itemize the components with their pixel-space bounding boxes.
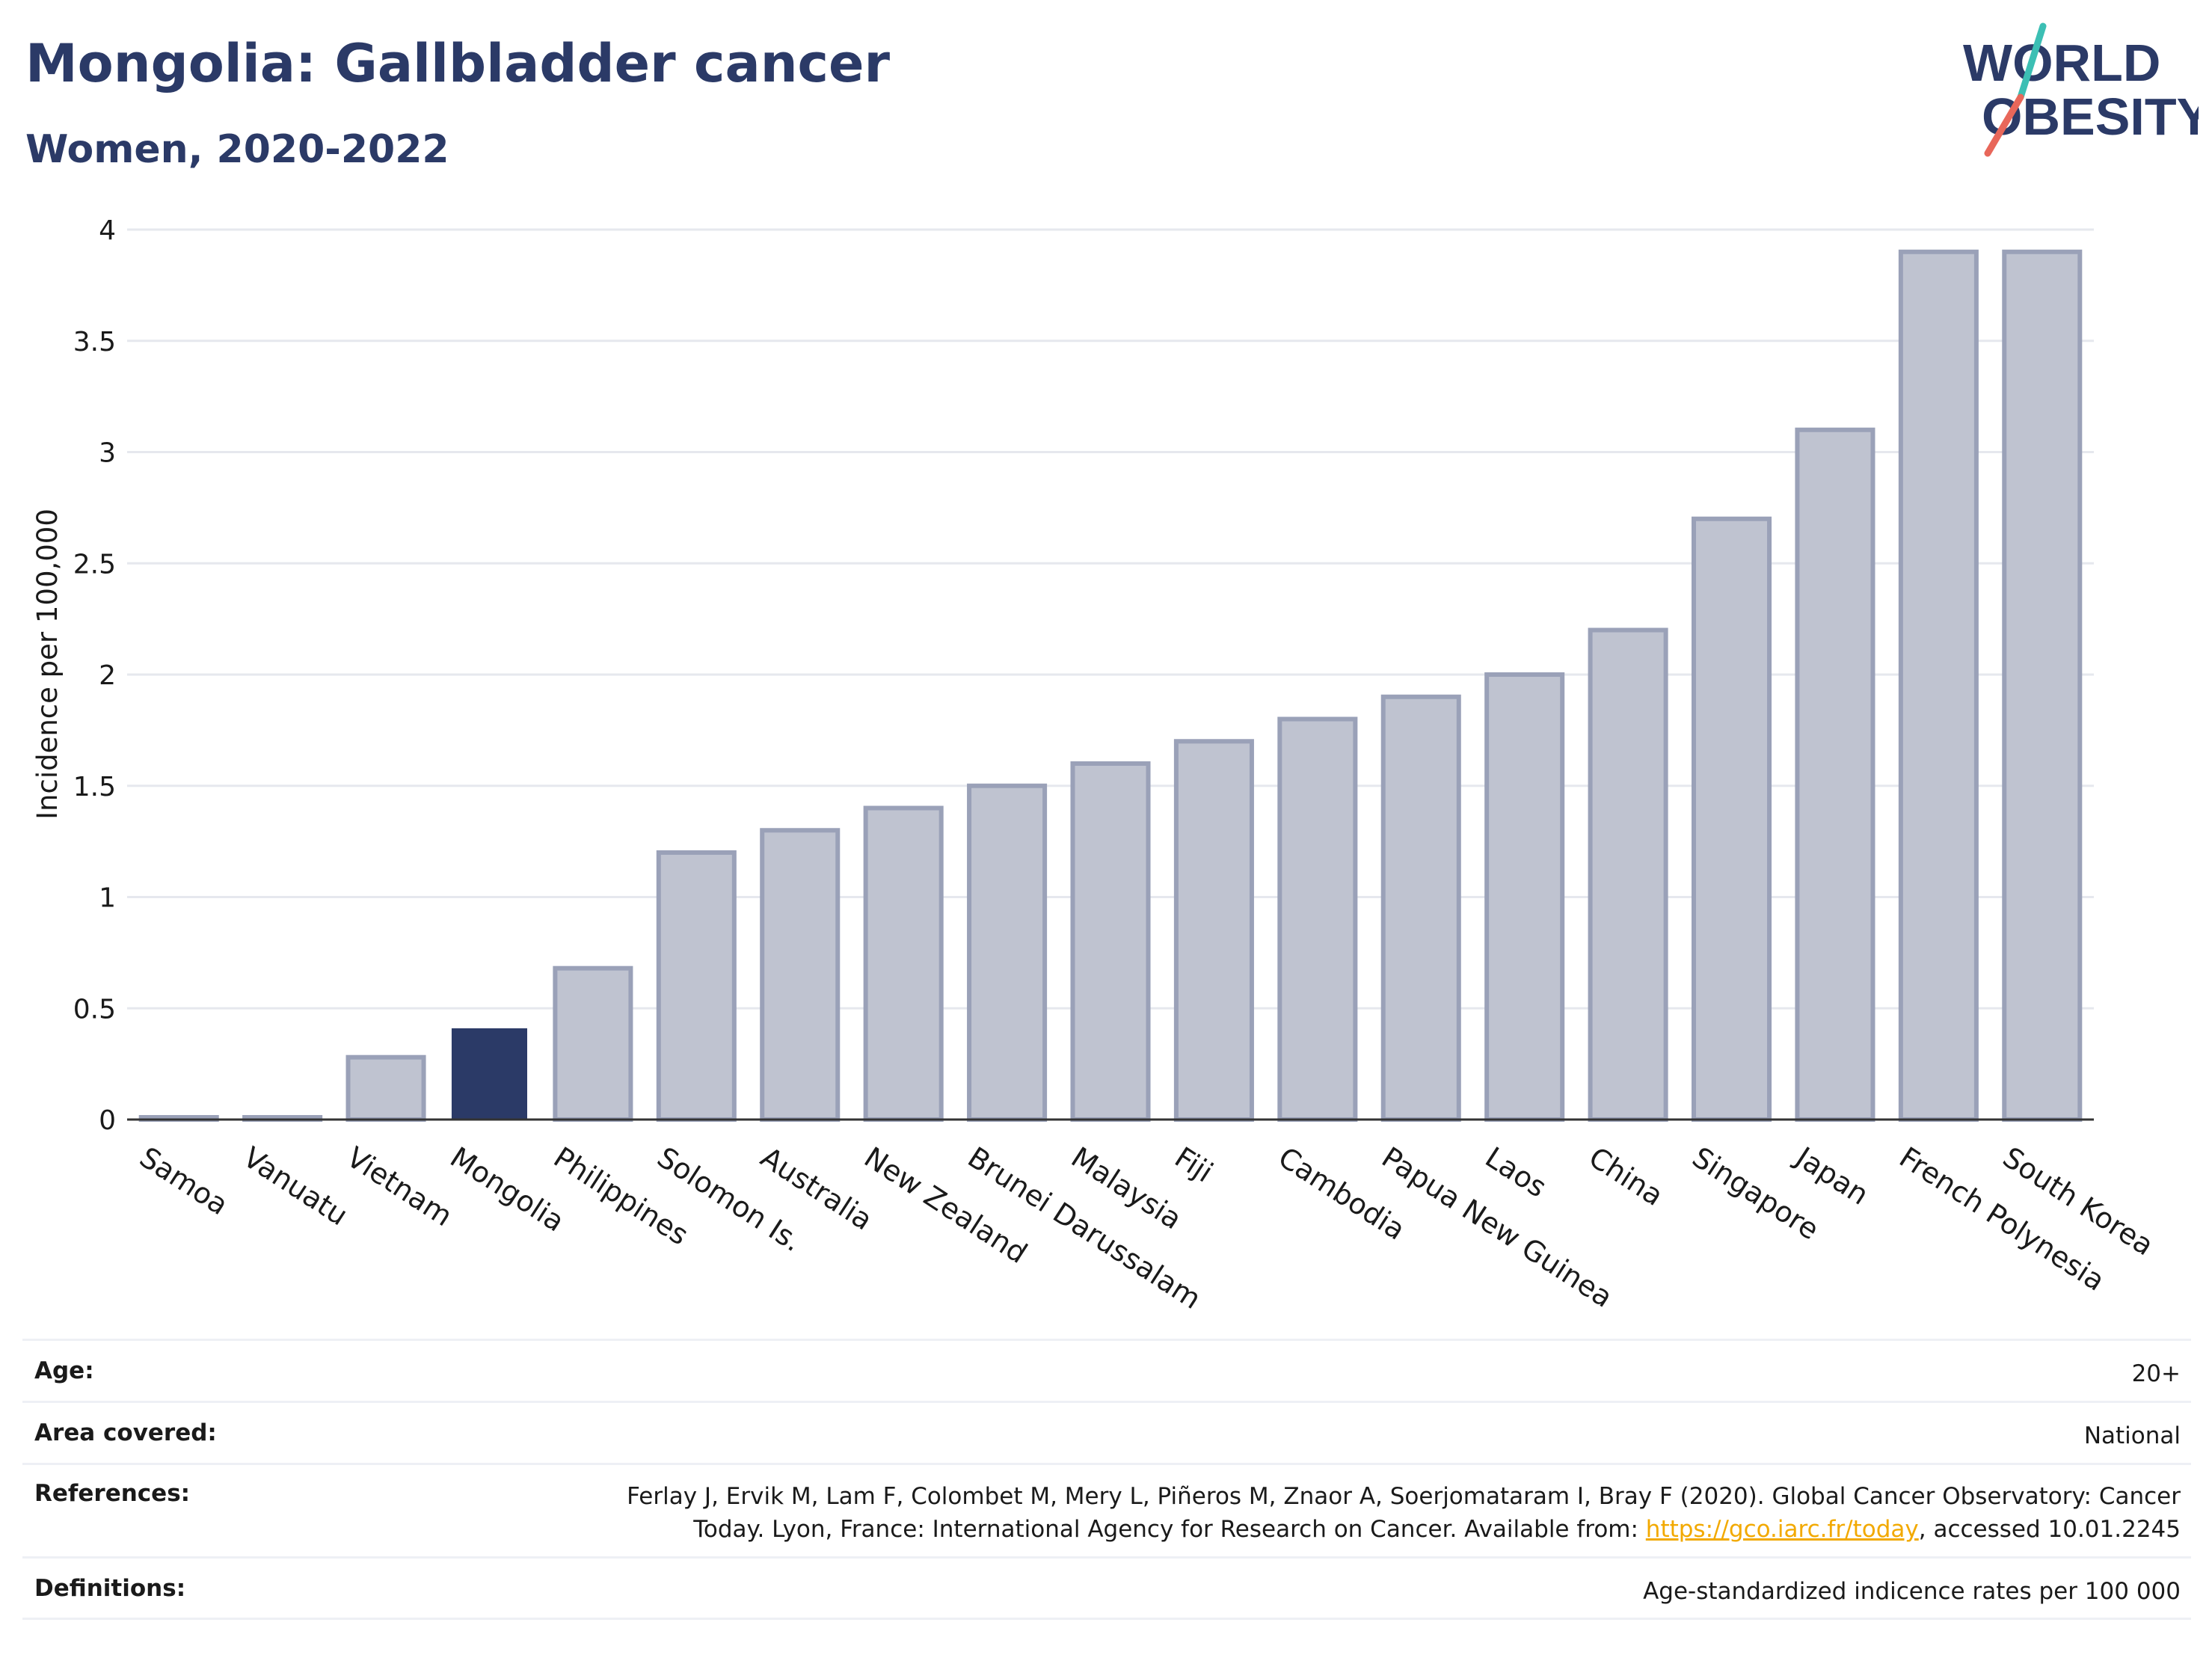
bar-japan — [1795, 427, 1875, 1122]
bar-philippines — [553, 965, 633, 1122]
y-tick-label: 1 — [99, 883, 116, 914]
x-tick-label: Vanuatu — [237, 1140, 353, 1232]
bar-french-polynesia — [1898, 249, 1979, 1122]
bar-brunei-darussalam — [967, 783, 1048, 1122]
bar-chart: 0 0.5 1 1.5 2 2.5 3 3.5 4 Samoa VanuatuVietnamMon… — [31, 215, 2160, 1315]
bar-fiji — [1173, 739, 1254, 1122]
references-link[interactable]: https://gco.iarc.fr/today — [1645, 1516, 1919, 1543]
definitions-label: Definitions: — [34, 1575, 186, 1602]
y-tick-label: 2.5 — [73, 549, 116, 580]
logo-slash-top — [2017, 22, 2047, 101]
y-tick-label: 0 — [99, 1105, 116, 1136]
references-value: Ferlay J, Ervik M, Lam F, Colombet M, Me… — [627, 1480, 2191, 1546]
age-value: 20+ — [2131, 1360, 2181, 1387]
meta-row-area: Area covered: National — [22, 1401, 2191, 1463]
references-label: References: — [34, 1480, 191, 1507]
y-tick-label: 4 — [99, 215, 116, 246]
bar-vietnam — [345, 1054, 426, 1122]
x-tick-label: Samoa — [134, 1140, 234, 1221]
world-obesity-logo: WORLD OBESITY — [1963, 22, 2199, 157]
y-tick-label: 3 — [99, 438, 116, 469]
references-line2-pre: Today. Lyon, France: International Agenc… — [693, 1516, 1646, 1543]
bar-solomon-is — [656, 850, 737, 1122]
x-tick-label: Fiji — [1169, 1140, 1219, 1189]
y-tick-label: 0.5 — [73, 994, 116, 1025]
y-tick-label: 2 — [99, 660, 116, 691]
y-tick-label: 1.5 — [73, 772, 116, 802]
x-tick-label: Mongolia — [444, 1140, 570, 1238]
bar-china — [1588, 627, 1668, 1122]
area-label: Area covered: — [34, 1419, 217, 1446]
x-tick-label: Vietnam — [341, 1140, 458, 1232]
chart-subtitle: Women, 2020-2022 — [25, 127, 449, 172]
definitions-value: Age-standardized indicence rates per 100… — [1643, 1578, 2181, 1605]
y-tick-labels: 0 0.5 1 1.5 2 2.5 3 3.5 4 — [73, 215, 116, 1136]
bars — [138, 249, 2083, 1122]
references-line2-post: , accessed 10.01.2245 — [1918, 1516, 2181, 1543]
bar-singapore — [1692, 516, 1772, 1122]
bar-malaysia — [1070, 761, 1151, 1122]
x-tick-label: Laos — [1480, 1140, 1552, 1204]
logo-slash-bottom — [1984, 93, 2024, 157]
bar-australia — [760, 828, 841, 1122]
chart-title: Mongolia: Gallbladder cancer — [25, 33, 891, 94]
y-tick-label: 3.5 — [73, 327, 116, 357]
meta-row-age: Age: 20+ — [22, 1339, 2191, 1401]
x-tick-labels: Samoa VanuatuVietnamMongoliaPhilippinesSo… — [134, 1140, 2160, 1315]
y-axis-label: Incidence per 100,000 — [31, 509, 64, 820]
bar-cambodia — [1277, 716, 1358, 1122]
x-tick-label: China — [1583, 1140, 1669, 1212]
meta-row-definitions: Definitions: Age-standardized indicence … — [22, 1556, 2191, 1620]
meta-row-references: References: Ferlay J, Ervik M, Lam F, Co… — [22, 1463, 2191, 1556]
age-label: Age: — [34, 1357, 94, 1384]
bar-papua-new-guinea — [1380, 694, 1461, 1122]
logo-line1: WORLD — [1963, 34, 2160, 92]
area-value: National — [2083, 1422, 2181, 1449]
x-tick-label: Japan — [1789, 1140, 1875, 1212]
bar-south-korea — [2002, 249, 2083, 1122]
references-line1: Ferlay J, Ervik M, Lam F, Colombet M, Me… — [627, 1483, 2181, 1510]
bar-new-zealand — [863, 805, 944, 1122]
chart-metadata: Age: 20+ Area covered: National Referenc… — [22, 1339, 2191, 1620]
bar-mongolia — [451, 1028, 527, 1120]
bar-laos — [1484, 672, 1565, 1122]
